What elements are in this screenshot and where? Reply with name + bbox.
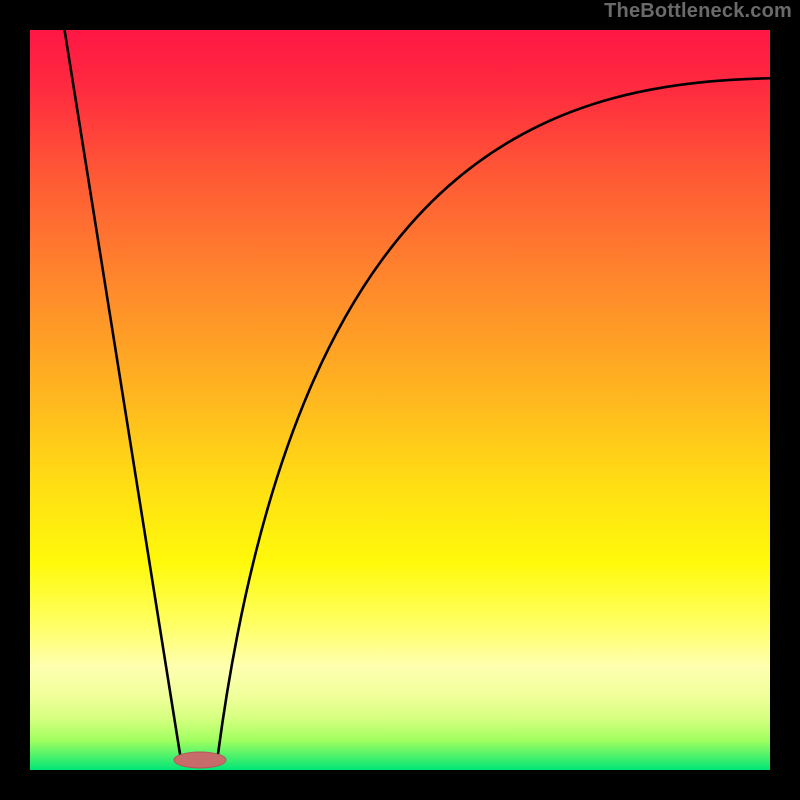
bottleneck-marker xyxy=(174,752,226,768)
bottleneck-chart xyxy=(0,0,800,800)
watermark-text: TheBottleneck.com xyxy=(604,0,792,23)
plot-background xyxy=(30,30,770,770)
chart-container: TheBottleneck.com xyxy=(0,0,800,800)
